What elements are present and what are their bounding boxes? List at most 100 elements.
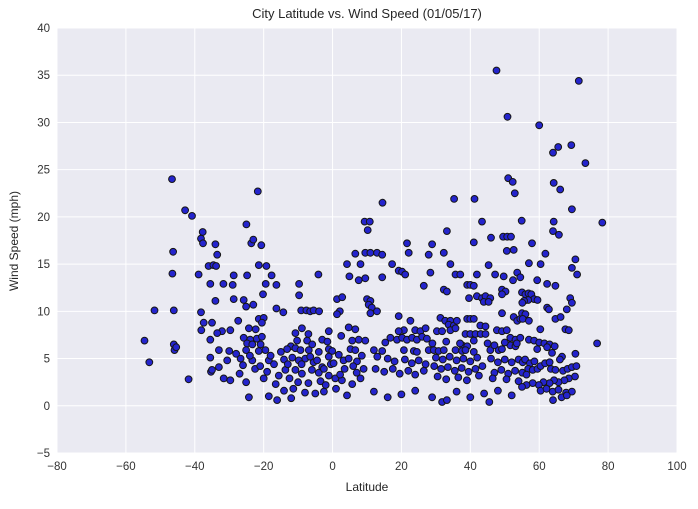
data-point xyxy=(401,355,409,364)
data-point xyxy=(473,353,482,362)
data-point xyxy=(206,353,215,362)
data-point xyxy=(249,300,258,309)
data-point xyxy=(548,349,556,357)
data-point xyxy=(232,349,241,358)
data-point xyxy=(568,264,576,272)
data-point xyxy=(321,381,330,389)
data-point xyxy=(344,354,353,363)
data-point xyxy=(508,178,517,186)
data-point xyxy=(296,346,305,355)
data-point xyxy=(465,294,473,303)
data-point xyxy=(213,250,222,259)
data-point xyxy=(598,218,607,227)
data-point xyxy=(356,374,365,383)
data-point xyxy=(438,327,447,336)
data-point xyxy=(249,235,258,244)
data-point xyxy=(150,306,159,315)
data-point xyxy=(343,260,351,269)
data-point xyxy=(488,374,497,383)
data-point xyxy=(445,352,454,361)
data-point xyxy=(545,358,554,367)
data-point xyxy=(404,366,413,375)
data-point xyxy=(511,366,519,375)
y-axis-label: Wind Speed (mph) xyxy=(7,190,21,292)
data-point xyxy=(469,281,478,290)
y-tick-label: 10 xyxy=(37,306,50,318)
data-point xyxy=(509,246,518,254)
data-point xyxy=(533,276,542,285)
data-point xyxy=(442,337,451,346)
data-point xyxy=(254,347,263,355)
data-point xyxy=(407,359,416,368)
data-point xyxy=(522,370,531,379)
data-point xyxy=(272,281,281,289)
data-point xyxy=(525,259,533,268)
data-point xyxy=(271,380,280,389)
data-point xyxy=(378,250,387,259)
data-point xyxy=(390,357,399,366)
data-point xyxy=(267,271,276,280)
data-point xyxy=(419,281,428,290)
data-point xyxy=(272,304,281,313)
data-point xyxy=(223,356,232,365)
data-point xyxy=(256,340,265,349)
data-point xyxy=(226,326,235,335)
data-point xyxy=(219,280,228,288)
data-point xyxy=(423,334,431,343)
data-point xyxy=(464,367,473,376)
data-point xyxy=(320,365,328,373)
data-point xyxy=(451,346,460,355)
data-point xyxy=(478,362,487,371)
data-point xyxy=(208,366,216,374)
y-tick-label: 15 xyxy=(37,259,50,271)
data-point xyxy=(211,240,220,249)
data-point xyxy=(184,375,193,384)
data-point xyxy=(359,365,368,373)
data-point xyxy=(533,296,542,304)
x-tick-label: −80 xyxy=(47,461,67,473)
data-point xyxy=(381,338,390,347)
data-point xyxy=(229,295,238,304)
data-point xyxy=(234,316,243,325)
data-point xyxy=(549,227,557,236)
data-point xyxy=(484,261,493,270)
data-point xyxy=(397,390,406,399)
data-point xyxy=(442,375,451,384)
data-point xyxy=(450,195,459,203)
data-point xyxy=(140,336,149,345)
data-point xyxy=(500,355,509,364)
data-point xyxy=(169,306,178,315)
data-point xyxy=(291,366,300,374)
data-point xyxy=(516,273,525,282)
data-point xyxy=(444,363,452,372)
data-point xyxy=(215,363,223,372)
data-point xyxy=(236,354,245,363)
data-point xyxy=(181,206,190,215)
data-point xyxy=(438,355,447,364)
data-point xyxy=(280,386,288,395)
data-point xyxy=(443,287,451,296)
data-point xyxy=(348,336,357,345)
y-tick-label: 35 xyxy=(37,70,50,82)
data-point xyxy=(145,358,154,367)
data-point xyxy=(456,339,464,348)
data-point xyxy=(314,270,323,279)
data-point xyxy=(486,346,495,355)
data-point xyxy=(344,323,353,332)
data-point xyxy=(403,239,411,248)
data-point xyxy=(498,345,506,354)
data-point xyxy=(354,335,363,344)
data-point xyxy=(394,327,403,336)
data-point xyxy=(351,249,360,258)
data-point xyxy=(428,240,437,249)
data-point xyxy=(421,360,430,369)
data-point xyxy=(298,369,306,378)
data-point xyxy=(528,239,536,248)
data-point xyxy=(484,298,493,306)
data-point xyxy=(226,376,235,385)
data-point xyxy=(361,336,370,345)
data-point xyxy=(378,273,387,282)
data-point xyxy=(239,361,247,370)
data-point xyxy=(426,268,435,277)
